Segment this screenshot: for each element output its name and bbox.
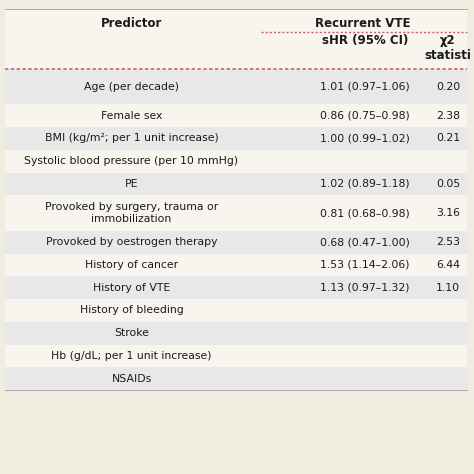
- Text: Female sex: Female sex: [101, 110, 162, 121]
- Text: History of bleeding: History of bleeding: [80, 305, 183, 316]
- Text: Recurrent VTE: Recurrent VTE: [315, 17, 410, 29]
- Bar: [5, 173, 467, 195]
- Text: 0.86 (0.75–0.98): 0.86 (0.75–0.98): [320, 110, 410, 121]
- Bar: [5, 104, 467, 127]
- Text: PE: PE: [125, 179, 138, 189]
- Bar: [5, 127, 467, 150]
- Text: 0.68 (0.47–1.00): 0.68 (0.47–1.00): [320, 237, 410, 247]
- Text: 1.01 (0.97–1.06): 1.01 (0.97–1.06): [320, 82, 410, 91]
- Text: 0.05: 0.05: [436, 179, 460, 189]
- Text: Predictor: Predictor: [101, 17, 162, 29]
- Bar: [5, 367, 467, 390]
- Bar: [5, 345, 467, 367]
- Text: Systolic blood pressure (per 10 mmHg): Systolic blood pressure (per 10 mmHg): [25, 156, 238, 166]
- Bar: [5, 276, 467, 299]
- Bar: [5, 69, 467, 104]
- Text: BMI (kg/m²; per 1 unit increase): BMI (kg/m²; per 1 unit increase): [45, 133, 219, 144]
- Text: Age (per decade): Age (per decade): [84, 82, 179, 91]
- Text: 0.81 (0.68–0.98): 0.81 (0.68–0.98): [320, 208, 410, 218]
- Text: 2.53: 2.53: [436, 237, 460, 247]
- Text: 2.38: 2.38: [436, 110, 460, 121]
- Bar: [5, 150, 467, 173]
- Text: 0.21: 0.21: [436, 133, 460, 144]
- Text: 1.00 (0.99–1.02): 1.00 (0.99–1.02): [320, 133, 410, 144]
- Text: Provoked by oestrogen therapy: Provoked by oestrogen therapy: [46, 237, 217, 247]
- Text: History of VTE: History of VTE: [93, 283, 170, 293]
- Text: NSAIDs: NSAIDs: [111, 374, 152, 384]
- Text: χ2
statisti: χ2 statisti: [425, 34, 471, 62]
- Text: History of cancer: History of cancer: [85, 260, 178, 270]
- Text: 0.20: 0.20: [436, 82, 460, 91]
- Text: 1.02 (0.89–1.18): 1.02 (0.89–1.18): [320, 179, 410, 189]
- Bar: [5, 254, 467, 276]
- Bar: [5, 299, 467, 322]
- Text: 1.10: 1.10: [436, 283, 460, 293]
- Bar: [5, 231, 467, 254]
- Text: 1.53 (1.14–2.06): 1.53 (1.14–2.06): [320, 260, 410, 270]
- Text: Hb (g/dL; per 1 unit increase): Hb (g/dL; per 1 unit increase): [51, 351, 212, 361]
- Text: 6.44: 6.44: [436, 260, 460, 270]
- Bar: [5, 9, 467, 69]
- Bar: [5, 195, 467, 231]
- Text: 1.13 (0.97–1.32): 1.13 (0.97–1.32): [320, 283, 410, 293]
- Text: sHR (95% CI): sHR (95% CI): [322, 34, 408, 47]
- Text: 3.16: 3.16: [436, 208, 460, 218]
- Text: Provoked by surgery, trauma or
immobilization: Provoked by surgery, trauma or immobiliz…: [45, 202, 218, 224]
- Bar: [5, 322, 467, 345]
- Text: Stroke: Stroke: [114, 328, 149, 338]
